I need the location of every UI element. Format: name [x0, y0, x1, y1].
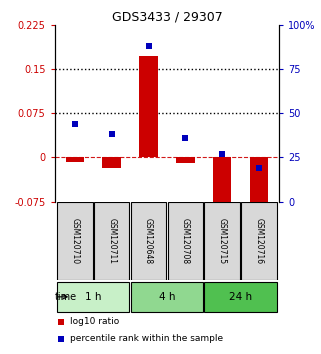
Text: GSM120716: GSM120716	[255, 218, 264, 264]
Bar	[213, 158, 231, 212]
Bar	[168, 201, 203, 280]
Bar	[139, 56, 158, 158]
Text: GSM120648: GSM120648	[144, 218, 153, 264]
Bar	[204, 282, 277, 312]
Bar	[204, 201, 240, 280]
Bar	[57, 201, 92, 280]
Bar	[57, 282, 129, 312]
Bar	[241, 201, 277, 280]
Title: GDS3433 / 29307: GDS3433 / 29307	[111, 11, 222, 24]
Text: percentile rank within the sample: percentile rank within the sample	[70, 334, 223, 343]
Bar	[250, 158, 268, 210]
Text: 4 h: 4 h	[159, 292, 175, 302]
Text: GSM120715: GSM120715	[218, 218, 227, 264]
Bar	[176, 158, 195, 163]
Text: time: time	[55, 292, 77, 302]
Bar	[65, 158, 84, 162]
Text: log10 ratio: log10 ratio	[70, 318, 119, 326]
Bar	[131, 282, 203, 312]
Text: GSM120708: GSM120708	[181, 218, 190, 264]
Bar	[131, 201, 166, 280]
Text: GSM120710: GSM120710	[70, 218, 79, 264]
Bar	[94, 201, 129, 280]
Text: GSM120711: GSM120711	[107, 218, 116, 264]
Text: 1 h: 1 h	[85, 292, 101, 302]
Bar	[102, 158, 121, 168]
Text: 24 h: 24 h	[229, 292, 252, 302]
